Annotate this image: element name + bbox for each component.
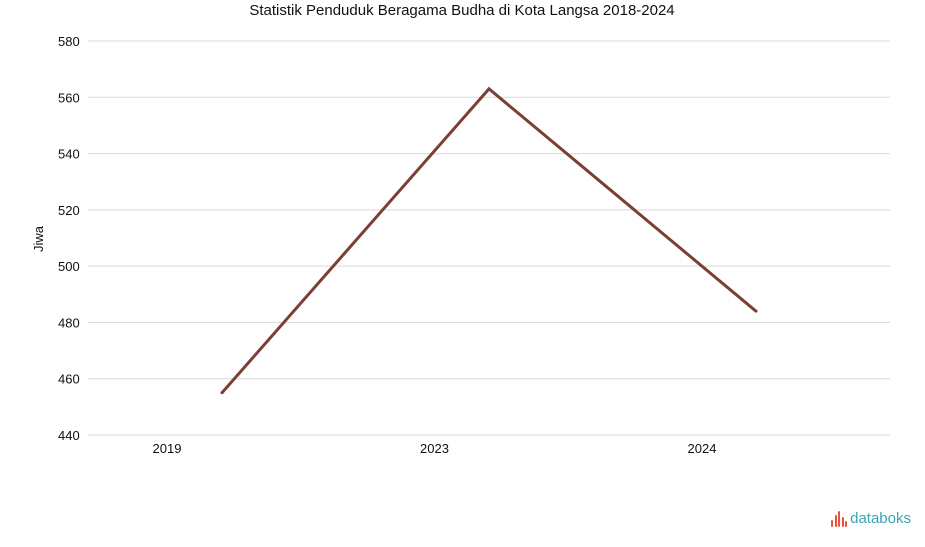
- y-tick-label: 500: [58, 259, 80, 274]
- y-tick-label: 480: [58, 315, 80, 330]
- data-point[interactable]: [220, 391, 224, 395]
- x-tick-label: 2023: [420, 441, 449, 456]
- y-axis-ticks: 440 460 480 500 520 540 560 580: [58, 34, 80, 443]
- y-tick-label: 520: [58, 203, 80, 218]
- databoks-logo[interactable]: databoks: [831, 510, 911, 527]
- series-layer: [220, 86, 758, 395]
- x-axis-ticks: 2019 2023 2024: [153, 441, 717, 456]
- y-tick-label: 580: [58, 34, 80, 49]
- data-point[interactable]: [487, 87, 491, 91]
- x-tick-label: 2024: [688, 441, 717, 456]
- y-tick-label: 540: [58, 147, 80, 162]
- y-tick-label: 560: [58, 90, 80, 105]
- brand-name: databoks: [850, 510, 911, 527]
- databoks-icon: [831, 510, 848, 527]
- x-tick-label: 2019: [153, 441, 182, 456]
- y-tick-label: 460: [58, 372, 80, 387]
- gridlines: [88, 40, 890, 436]
- chart-title: Statistik Penduduk Beragama Budha di Kot…: [249, 2, 674, 19]
- series-line-0: [220, 86, 757, 394]
- data-point[interactable]: [754, 309, 758, 313]
- y-tick-label: 440: [58, 428, 80, 443]
- y-axis-label: Jiwa: [31, 225, 46, 252]
